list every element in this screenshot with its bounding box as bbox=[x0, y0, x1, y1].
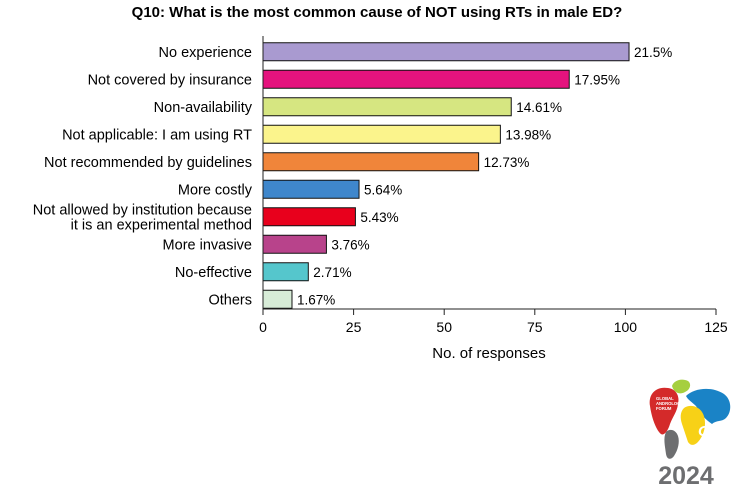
data-label: 17.95% bbox=[574, 72, 620, 87]
x-tick-label: 0 bbox=[259, 319, 267, 335]
data-label: 13.98% bbox=[505, 127, 551, 142]
logo-year: 2024 bbox=[658, 462, 714, 490]
logo-gaf-mark: GAF bbox=[698, 423, 731, 440]
global-andrology-forum-logo: GLOBAL ANDROLOGY FORUM GAF 2024 bbox=[649, 379, 731, 490]
category-label: Not applicable: I am using RT bbox=[62, 127, 252, 143]
category-label: Others bbox=[208, 292, 252, 308]
category-label: No experience bbox=[159, 45, 253, 61]
data-label: 5.64% bbox=[364, 182, 402, 197]
data-label: 1.67% bbox=[297, 292, 335, 307]
category-label: Non-availability bbox=[154, 100, 253, 116]
x-tick-label: 25 bbox=[346, 319, 362, 335]
bar-chart: Q10: What is the most common cause of NO… bbox=[33, 4, 728, 362]
x-tick-label: 125 bbox=[704, 319, 728, 335]
chart-title: Q10: What is the most common cause of NO… bbox=[132, 4, 623, 21]
bar bbox=[262, 207, 356, 227]
data-label: 12.73% bbox=[484, 155, 530, 170]
category-label: Not allowed by institution because it is … bbox=[33, 202, 252, 233]
logo-text-line-1: GLOBAL bbox=[656, 396, 674, 401]
data-label: 21.5% bbox=[634, 45, 672, 60]
data-label: 3.76% bbox=[331, 237, 369, 252]
x-axis-title: No. of responses bbox=[432, 345, 545, 362]
data-label: 2.71% bbox=[313, 265, 351, 280]
category-labels-group: No experience Not covered by insurance Non… bbox=[33, 45, 253, 309]
bar bbox=[262, 124, 501, 144]
data-label: 14.61% bbox=[516, 100, 562, 115]
category-label: More invasive bbox=[163, 237, 252, 253]
category-label: No-effective bbox=[175, 265, 252, 281]
x-tick-label: 50 bbox=[436, 319, 452, 335]
x-axis: 0 25 50 75 100 125 bbox=[259, 308, 728, 335]
data-label: 5.43% bbox=[360, 210, 398, 225]
bar bbox=[262, 97, 512, 117]
logo-text-line-2: ANDROLOGY bbox=[656, 401, 683, 406]
x-tick-label: 100 bbox=[614, 319, 638, 335]
bar bbox=[262, 289, 293, 309]
category-label: More costly bbox=[178, 182, 253, 198]
bar bbox=[262, 42, 630, 62]
bar bbox=[262, 152, 480, 172]
bar bbox=[262, 234, 327, 254]
bar bbox=[262, 69, 570, 89]
category-label: Not covered by insurance bbox=[88, 72, 252, 88]
x-tick-label: 75 bbox=[527, 319, 543, 335]
globe-map-icon bbox=[649, 379, 731, 459]
bar bbox=[262, 262, 309, 282]
logo-text-line-3: FORUM bbox=[656, 406, 672, 411]
bar bbox=[262, 179, 360, 199]
data-labels-group: 21.5% 17.95% 14.61% 13.98% 12.73% 5.64% 5.43% 3… bbox=[297, 45, 672, 308]
category-label: Not recommended by guidelines bbox=[44, 155, 252, 171]
